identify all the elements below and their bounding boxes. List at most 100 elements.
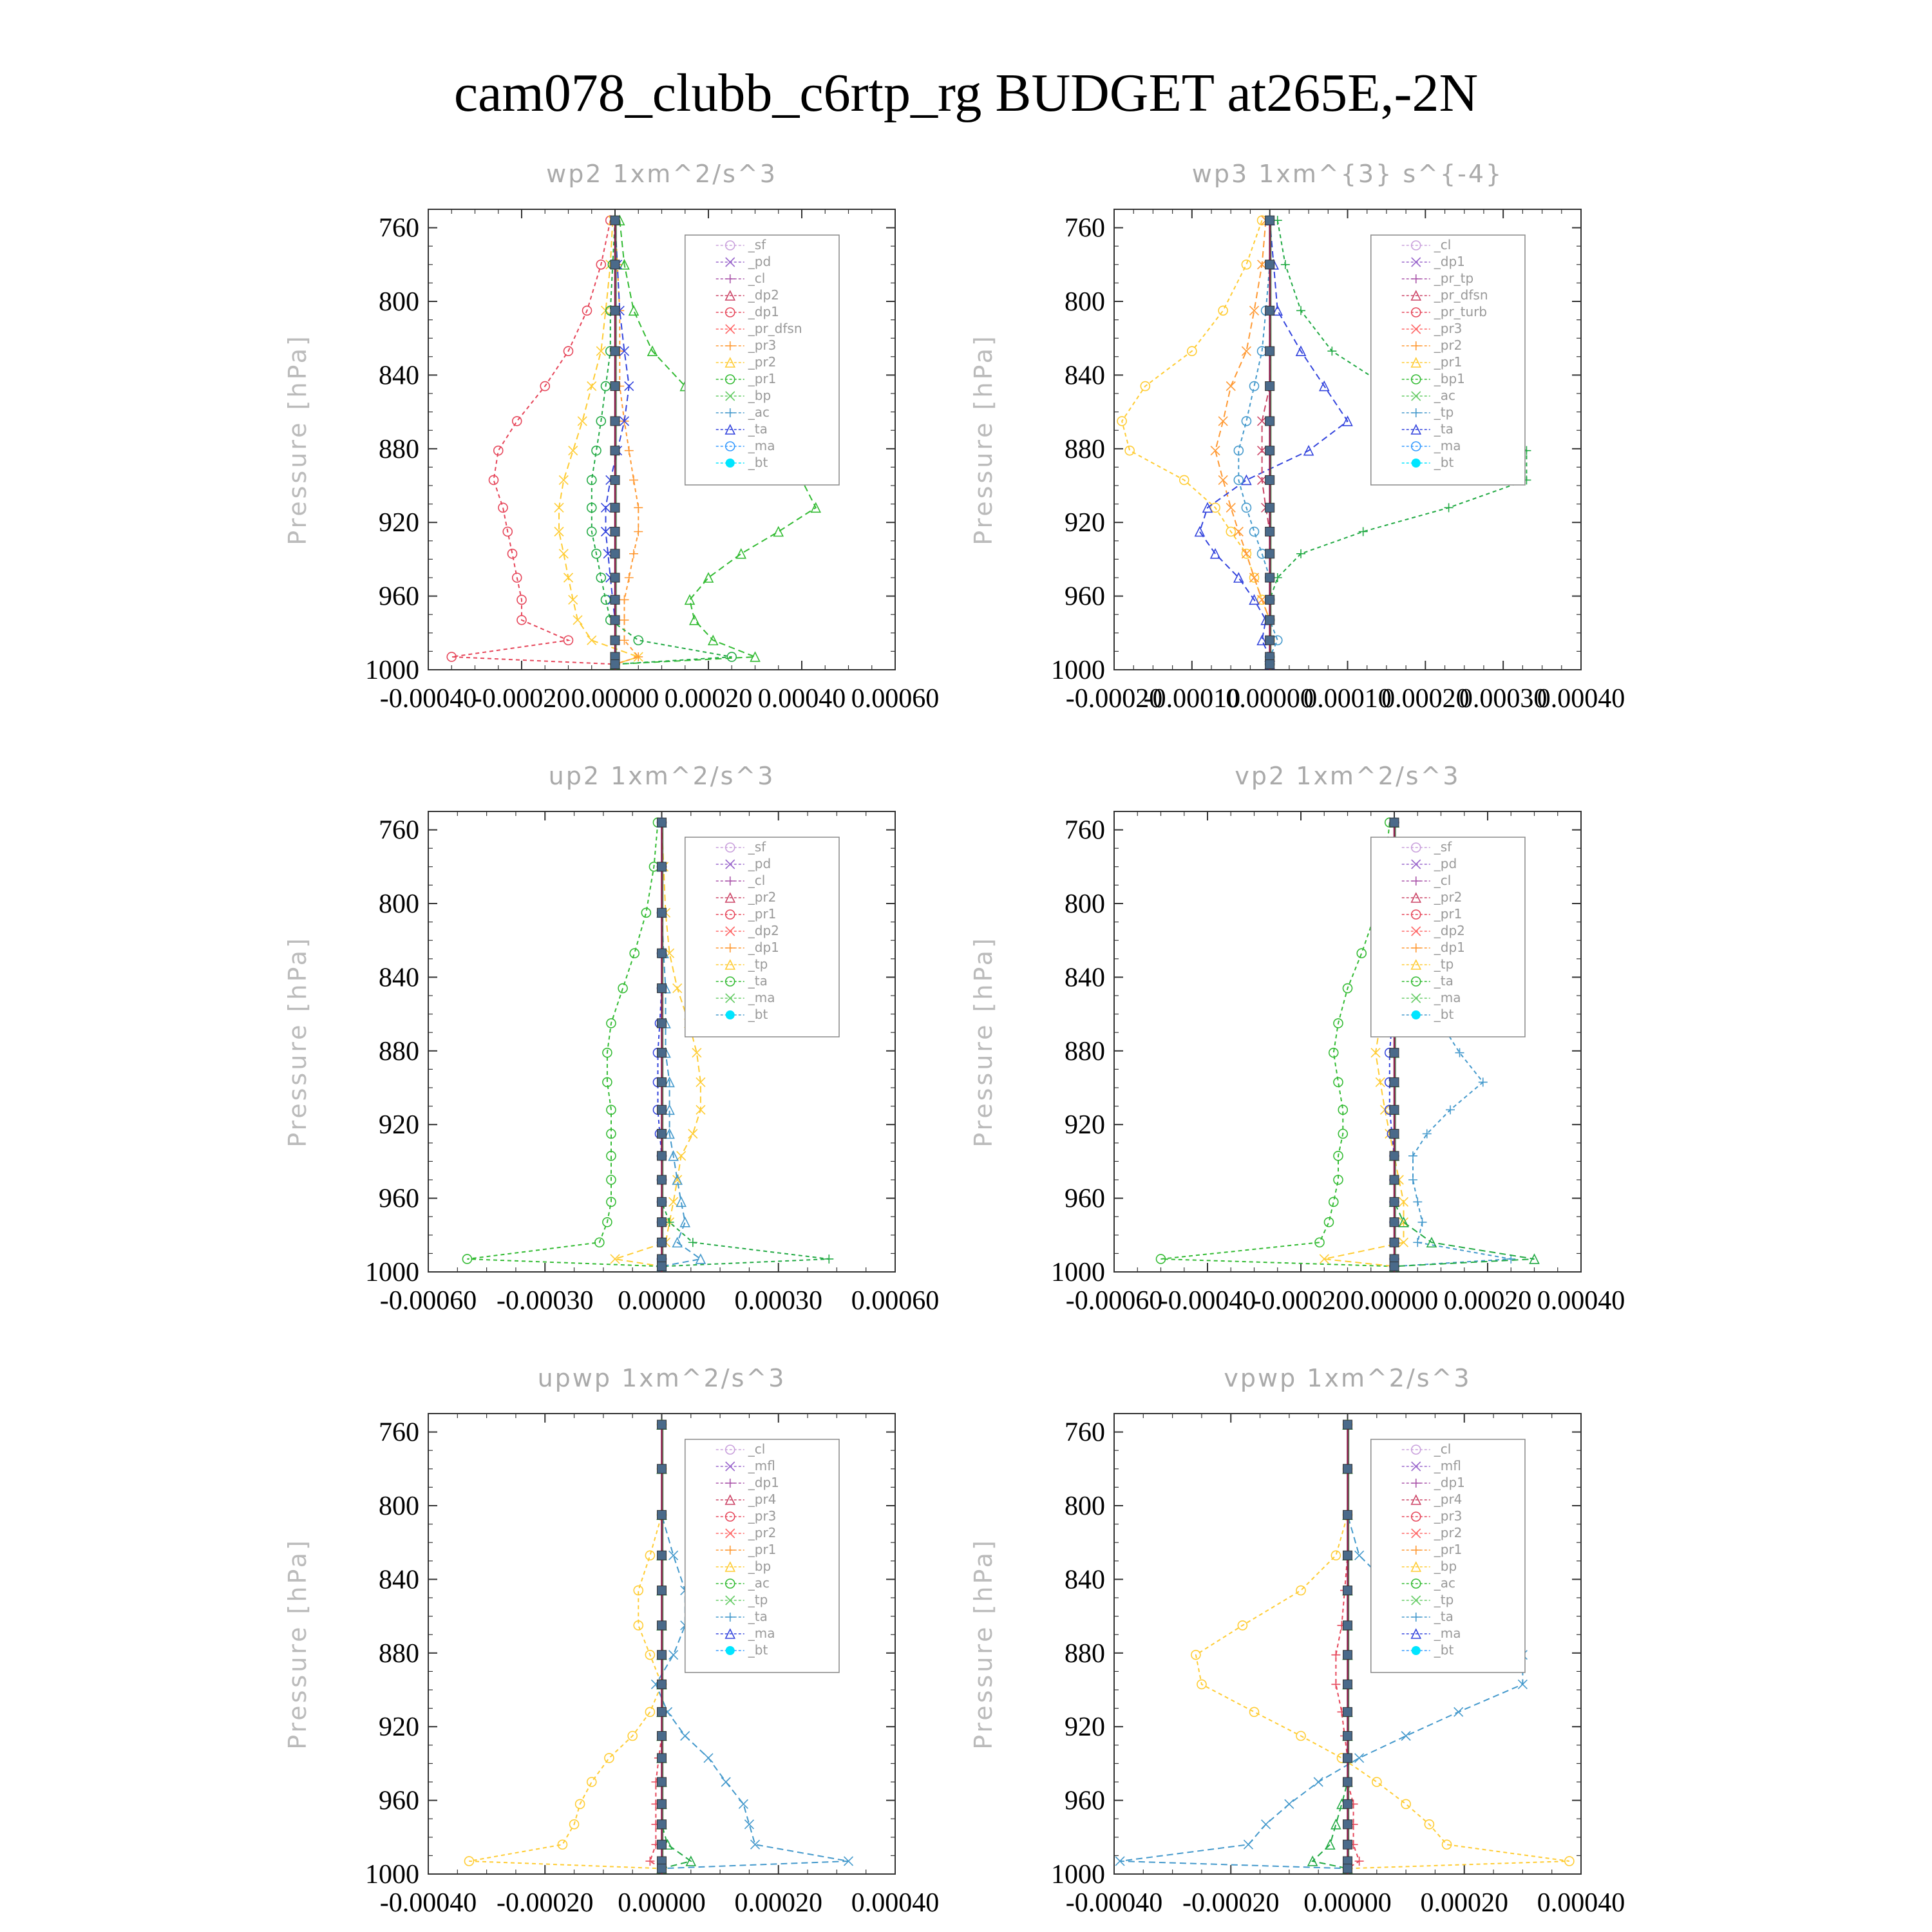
data-point-marker [1117,416,1127,426]
data-point-marker [1529,1253,1540,1264]
stacked-marker [1265,615,1275,625]
series-line-pr1 [1195,1425,1570,1870]
data-point-marker [1218,416,1228,426]
panel-title: vpwp 1xm^2/s^3 [1224,1364,1471,1392]
data-point-marker [604,1753,614,1763]
stacked-marker [657,1261,667,1271]
data-point-marker [725,324,735,334]
stacked-marker [1265,659,1275,669]
data-point-marker [1210,502,1220,513]
legend-entry: _tp [1434,1592,1454,1607]
data-point-marker [629,475,638,485]
legend-entry: _bt [748,455,768,470]
legend-entry: _ta [748,421,768,437]
data-point-marker [645,1856,655,1866]
data-point-marker [721,1777,731,1787]
y-tick-label: 1000 [1051,1860,1105,1889]
series-line-tp [1238,220,1278,665]
data-point-marker [569,1819,580,1830]
data-layer [462,817,834,1272]
stacked-marker [1343,1863,1352,1873]
data-point-marker [1233,526,1244,537]
data-point-marker [725,408,735,417]
data-point-marker [1241,549,1251,559]
data-point-marker [1411,1479,1421,1488]
legend-entry: _pr_dfsn [1434,287,1488,303]
legend-entry: _tp [748,956,768,972]
stacked-marker [1389,1175,1399,1185]
data-point-marker [633,635,644,646]
stacked-marker [657,1650,667,1660]
legend-entry: _pd [748,254,771,269]
x-tick-label: 0.00040 [851,1888,940,1918]
y-tick-label: 840 [1065,1565,1105,1595]
stacked-marker [1389,1048,1399,1058]
data-point-marker [724,424,736,435]
y-tick-label: 1000 [365,1860,419,1889]
data-point-marker [645,1550,656,1561]
data-point-marker [1410,976,1421,987]
legend-entry: _pr3 [748,1508,777,1524]
legend-entry: _bp [748,388,771,403]
data-point-marker [1372,1777,1382,1787]
series-line-pr2 [1215,220,1271,665]
data-point-marker [606,1104,616,1115]
stacked-marker [657,1839,667,1850]
data-point-marker [738,1799,748,1809]
legend-entry: _bt [748,1642,768,1658]
data-point-marker [602,1047,612,1058]
data-point-marker [498,502,508,513]
data-point-marker [1342,983,1353,994]
data-point-marker [668,1197,679,1207]
stacked-marker [610,527,620,536]
data-point-marker [735,548,747,559]
data-point-marker [620,636,629,645]
legend-entry: _pr_tp [1434,270,1473,286]
stacked-marker [657,948,667,958]
data-point-marker [1233,475,1244,486]
y-tick-label: 960 [379,582,419,612]
legend: _sf _pd_cl_dp2_dp1 _pr_dfsn_pr3_pr2_pr1 _bp… [685,234,840,486]
data-point-marker [1411,993,1421,1003]
data-point-marker [619,259,630,270]
legend-entry: _pr3 [748,337,777,353]
data-point-marker [568,446,578,456]
legend-entry: _cl [748,873,766,888]
stacked-marker [1343,1650,1352,1660]
data-point-marker [1124,445,1135,456]
panels-container: wp2 1xm^2/s^3 Pressure [hPa] 760 800 840 880 9… [283,160,1625,1918]
data-point-marker [1243,1839,1254,1850]
data-point-marker [1295,345,1307,357]
data-point-marker [1319,1254,1329,1264]
data-point-marker [1296,1730,1306,1741]
data-point-marker [624,381,634,392]
data-point-marker [629,948,640,959]
data-point-marker [1249,573,1260,583]
legend-entry: _pr3 [1434,321,1463,336]
stacked-marker [1343,1679,1352,1689]
legend-entry: _ma [748,438,775,453]
data-point-marker [1328,1047,1339,1058]
stacked-marker [657,862,667,872]
data-point-marker [724,842,735,853]
stacked-marker [610,659,620,669]
y-tick-label: 960 [379,1786,419,1816]
data-point-marker [1358,527,1368,536]
data-point-marker [606,1151,616,1161]
x-tick-label: 0.00020 [665,684,753,714]
stacked-marker [1389,1151,1399,1161]
data-layer [1115,1419,1575,1874]
data-point-marker [1424,1819,1435,1830]
data-point-marker [724,1444,735,1455]
y-tick-label: 760 [379,214,419,243]
data-point-marker [1233,445,1244,456]
data-point-marker [610,1254,620,1264]
data-point-marker [1411,943,1421,952]
x-tick-label: 0.00000 [618,1888,706,1918]
data-point-marker [618,983,628,994]
data-point-marker [724,892,736,903]
legend-entry: _dp1 [748,940,779,955]
y-tick-label: 760 [1065,214,1105,243]
series-line-pr4 [649,1425,663,1870]
